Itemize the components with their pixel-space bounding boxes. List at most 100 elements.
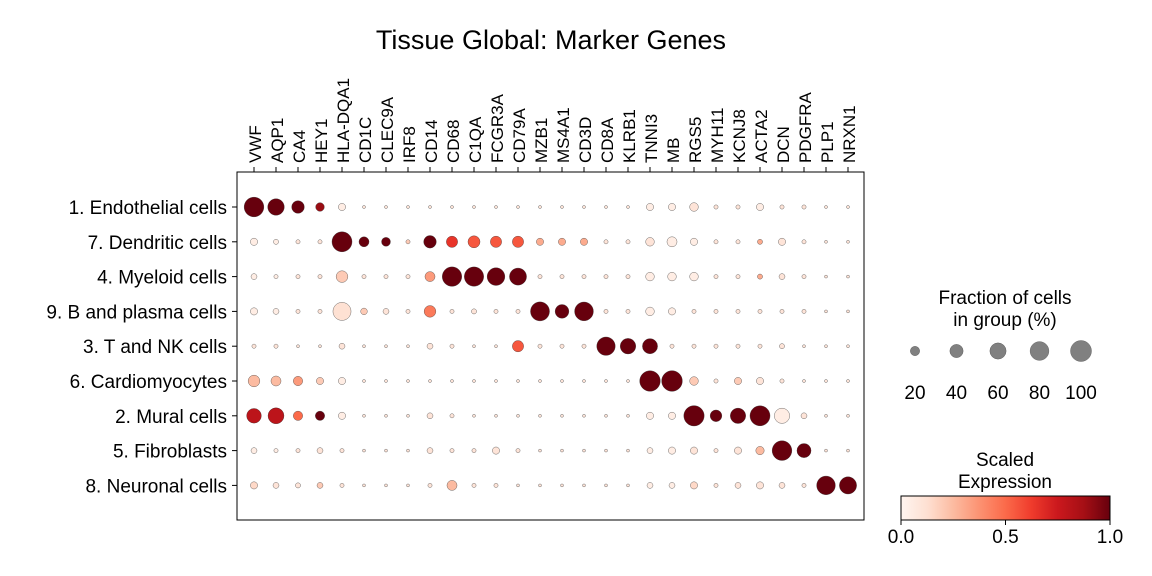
- dot: [384, 483, 388, 488]
- dot: [824, 448, 828, 453]
- dot: [267, 198, 285, 216]
- dot: [472, 344, 476, 348]
- dot: [713, 448, 719, 453]
- dot: [668, 307, 676, 316]
- dot: [734, 482, 742, 489]
- dot: [494, 379, 498, 383]
- dot: [582, 483, 586, 488]
- dot: [335, 270, 349, 283]
- dot: [295, 309, 301, 314]
- group-label: 5. Fibroblasts: [113, 442, 227, 463]
- dot: [423, 235, 437, 249]
- dot: [646, 482, 654, 489]
- dot: [423, 305, 437, 318]
- dot: [778, 273, 786, 280]
- dot: [273, 274, 279, 279]
- dot: [824, 240, 828, 244]
- dot: [734, 446, 742, 455]
- size-legend-label: 40: [946, 383, 967, 404]
- dot: [424, 271, 436, 282]
- dot: [560, 448, 564, 453]
- dot: [779, 309, 785, 314]
- dot: [295, 239, 301, 245]
- dot: [755, 446, 765, 455]
- dot: [516, 205, 520, 209]
- dot: [426, 447, 434, 454]
- dot: [603, 239, 609, 245]
- dot: [339, 448, 345, 453]
- dot: [846, 240, 850, 244]
- dot: [645, 272, 655, 282]
- dot: [406, 483, 410, 488]
- dot: [689, 376, 699, 386]
- dot: [824, 309, 828, 314]
- group-label: 6. Cardiomyocytes: [70, 372, 227, 393]
- dot: [291, 200, 305, 214]
- dot: [273, 448, 279, 453]
- dot: [713, 204, 719, 210]
- dot: [471, 448, 477, 453]
- dot: [756, 377, 764, 385]
- dot: [384, 344, 388, 348]
- dot: [339, 483, 345, 488]
- dot: [779, 204, 785, 210]
- dot: [796, 443, 812, 458]
- group-label: 8. Neuronal cells: [85, 476, 227, 497]
- dot: [383, 274, 389, 279]
- dot: [667, 272, 677, 282]
- dot: [516, 483, 520, 488]
- dot: [384, 205, 388, 209]
- dot: [846, 205, 850, 209]
- dot: [690, 446, 698, 455]
- dot: [778, 237, 786, 246]
- dot: [709, 409, 723, 422]
- dot: [272, 482, 280, 489]
- gene-label: CD14: [422, 120, 441, 163]
- dot: [538, 483, 542, 488]
- dot: [604, 448, 608, 453]
- dot: [816, 475, 836, 495]
- dot: [626, 205, 630, 209]
- dot: [779, 343, 785, 349]
- dot: [428, 205, 432, 209]
- gene-label: DCN: [774, 126, 793, 163]
- dot: [735, 204, 741, 210]
- gene-label: CA4: [290, 130, 309, 163]
- dot: [338, 203, 346, 211]
- gene-label: MS4A1: [554, 107, 573, 163]
- dot: [471, 483, 477, 488]
- dot: [338, 377, 346, 385]
- dot: [690, 237, 698, 246]
- dot: [713, 274, 719, 279]
- dot: [537, 343, 543, 349]
- dot: [668, 203, 676, 211]
- dot: [427, 483, 433, 488]
- dot: [824, 205, 828, 209]
- dot: [604, 205, 608, 209]
- group-label: 1. Endothelial cells: [69, 198, 227, 219]
- dot: [538, 379, 542, 383]
- dot: [446, 480, 458, 491]
- gene-label: CD68: [444, 120, 463, 163]
- size-legend-label: 20: [904, 383, 925, 404]
- dot: [296, 344, 300, 348]
- dot: [626, 414, 630, 418]
- group-label: 9. B and plasma cells: [46, 302, 227, 323]
- dot: [774, 407, 790, 424]
- gene-label: AQP1: [268, 118, 287, 163]
- dot: [384, 414, 388, 418]
- dot: [580, 237, 588, 246]
- gene-label: MYH11: [708, 108, 727, 163]
- dot: [846, 344, 850, 348]
- dot: [426, 343, 434, 350]
- colorbar-ticks: 0.0 0.5 1.0: [888, 520, 1123, 548]
- gene-label: PDGFRA: [796, 92, 815, 164]
- dot: [661, 370, 683, 392]
- dot: [492, 446, 500, 455]
- dot: [604, 379, 608, 383]
- dot: [582, 414, 586, 418]
- size-legend-dot: [949, 344, 964, 358]
- gene-label: HLA-DQA1: [334, 78, 353, 163]
- dot: [801, 274, 807, 279]
- dot: [450, 205, 454, 209]
